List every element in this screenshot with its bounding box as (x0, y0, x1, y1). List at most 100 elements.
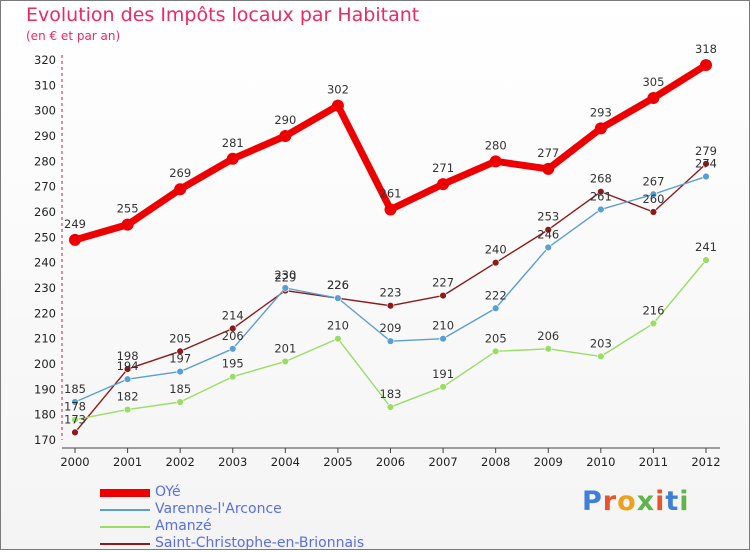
data-label: 240 (485, 243, 507, 257)
y-tick-label: 250 (34, 230, 56, 244)
data-label: 206 (222, 329, 244, 343)
y-tick-label: 180 (34, 408, 56, 422)
data-label: 185 (169, 382, 191, 396)
data-label: 268 (590, 172, 612, 186)
data-label: 271 (432, 161, 454, 175)
logo-letter: x (636, 486, 656, 517)
data-label: 216 (642, 303, 664, 317)
x-tick-label: 2000 (60, 455, 89, 469)
data-point (702, 160, 710, 168)
series-lines (74, 62, 708, 433)
data-point (437, 178, 450, 191)
legend-label-saint-christophe: Saint-Christophe-en-Brionnais (155, 535, 365, 551)
data-label: 201 (274, 341, 296, 355)
data-label: 305 (642, 75, 664, 89)
data-label: 198 (117, 349, 139, 363)
y-tick-label: 220 (34, 306, 56, 320)
data-point (702, 256, 710, 264)
logo-letter: r (602, 486, 618, 517)
y-tick-label: 230 (34, 281, 56, 295)
data-label: 178 (64, 400, 86, 414)
logo-letter: i (679, 486, 690, 517)
data-point (439, 334, 447, 343)
data-point (439, 383, 447, 391)
data-label: 261 (380, 186, 402, 200)
x-tick-label: 2005 (323, 455, 352, 469)
data-label: 227 (432, 276, 454, 290)
data-point (281, 284, 290, 292)
x-tick-label: 2011 (639, 455, 668, 469)
data-point (594, 122, 607, 135)
data-label: 261 (590, 189, 612, 203)
data-label: 229 (274, 271, 296, 285)
data-point (176, 398, 184, 406)
data-label: 183 (380, 387, 402, 401)
y-tick-label: 300 (34, 104, 56, 118)
data-point (649, 208, 658, 216)
data-label: 277 (537, 146, 559, 160)
logo-letter: o (617, 486, 637, 517)
data-label: 214 (222, 309, 244, 323)
data-label: 255 (117, 202, 139, 216)
data-point (649, 190, 658, 198)
data-label: 185 (64, 382, 86, 396)
data-label: 205 (169, 331, 191, 345)
data-label: 260 (642, 192, 664, 206)
data-label: 279 (695, 144, 717, 158)
data-point (597, 352, 605, 361)
logo-letter: i (655, 486, 666, 517)
x-tick-label: 2001 (113, 455, 142, 469)
data-label: 267 (642, 174, 664, 188)
data-point (229, 345, 237, 353)
data-label: 182 (117, 390, 139, 404)
series-points (69, 59, 712, 437)
data-label: 223 (380, 286, 402, 300)
x-tick-label: 2003 (218, 455, 247, 469)
data-point (71, 428, 79, 437)
data-point (123, 375, 132, 383)
data-label: 230 (274, 268, 296, 282)
proxiti-logo: Proxiti (582, 486, 690, 517)
x-tick-label: 2010 (586, 455, 615, 469)
data-point (71, 398, 79, 406)
data-point (544, 226, 552, 234)
logo-letter: t (665, 486, 680, 517)
data-point (229, 372, 237, 381)
data-point (649, 319, 658, 328)
legend-label-oye: OYé (155, 484, 181, 500)
data-labels: 249 255 269 281 290 302 261 271 280 277 293 305 318 1… (64, 42, 717, 426)
data-label: 293 (590, 105, 612, 119)
data-label: 281 (222, 136, 244, 150)
y-tick-label: 270 (34, 180, 56, 194)
data-point (491, 304, 500, 312)
data-label: 290 (274, 113, 296, 127)
data-label: 241 (695, 240, 717, 254)
data-point (121, 218, 134, 231)
data-point (123, 405, 132, 414)
data-point (386, 337, 395, 345)
data-point (176, 367, 184, 376)
data-label: 269 (169, 166, 191, 180)
data-point (123, 365, 132, 373)
data-point (491, 258, 500, 267)
legend-swatch-saint-christophe (100, 543, 150, 545)
x-tick-label: 2009 (534, 455, 563, 469)
data-point (544, 243, 552, 252)
data-label: 210 (327, 319, 349, 333)
data-point (647, 92, 660, 104)
data-point (386, 302, 395, 310)
data-label: 274 (695, 157, 717, 171)
data-label: 222 (485, 288, 507, 302)
data-point (597, 188, 605, 196)
data-point (176, 347, 184, 356)
data-label: 226 (327, 278, 349, 292)
data-point (542, 162, 555, 175)
x-tick-label: 2012 (691, 455, 720, 469)
chart-title: Evolution des Impôts locaux par Habitant (26, 4, 420, 26)
data-label: 197 (169, 352, 191, 366)
y-tick-label: 170 (34, 433, 56, 447)
data-point (226, 152, 239, 165)
data-point (597, 205, 605, 214)
data-label: 194 (117, 359, 139, 373)
